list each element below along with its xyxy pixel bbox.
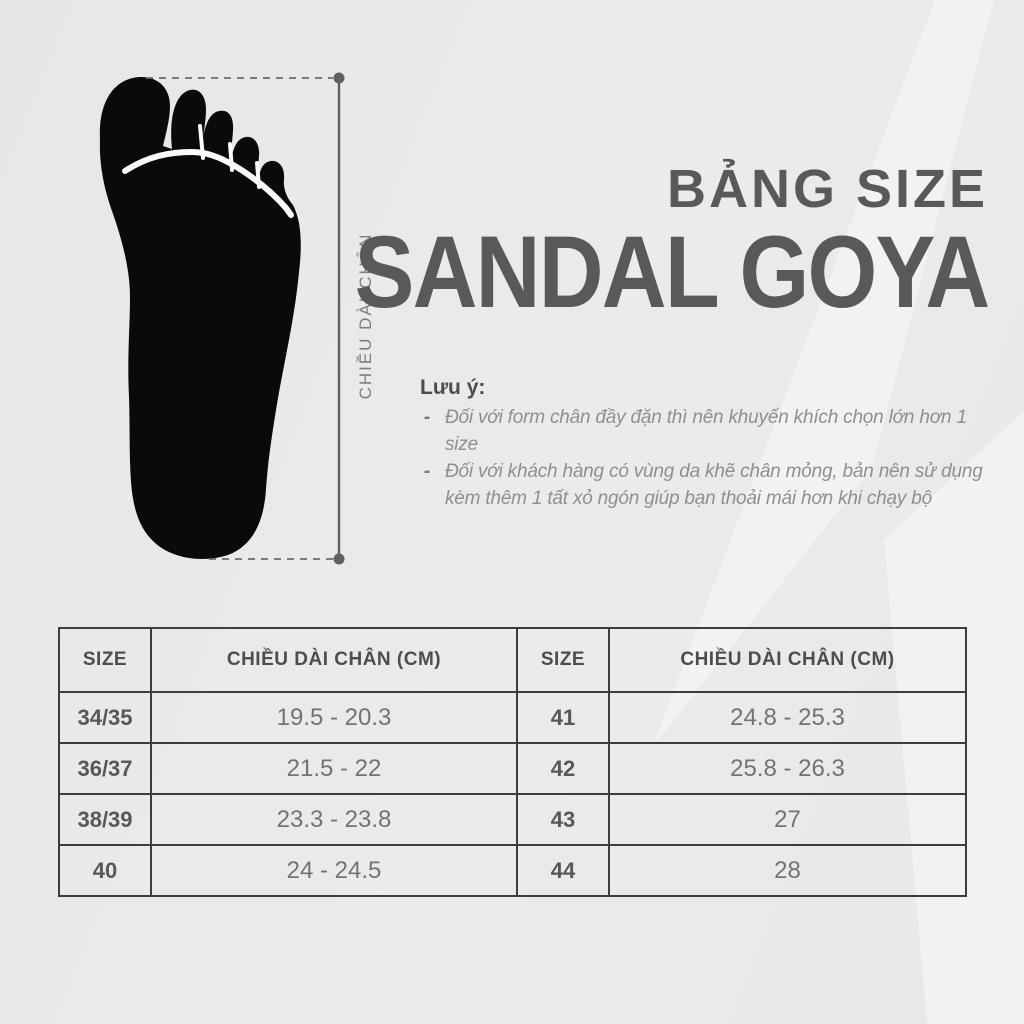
- toe-separator-curve: [122, 148, 294, 218]
- table-row: 34/35 19.5 - 20.3 41 24.8 - 25.3: [58, 691, 967, 744]
- table-row: 38/39 23.3 - 23.8 43 27: [58, 793, 967, 846]
- header: BẢNG SIZE SANDAL GOYA: [268, 159, 990, 330]
- bullet-dash: -: [423, 407, 431, 428]
- length-cell: 19.5 - 20.3: [150, 691, 518, 744]
- table-header-row: SIZE CHIỀU DÀI CHÂN (CM) SIZE CHIỀU DÀI …: [58, 627, 967, 693]
- toe-separator-slits: [198, 124, 261, 189]
- size-cell: 40: [58, 844, 152, 897]
- length-cell: 25.8 - 26.3: [608, 742, 967, 795]
- size-cell: 44: [516, 844, 610, 897]
- length-cell: 21.5 - 22: [150, 742, 518, 795]
- length-cell: 28: [608, 844, 967, 897]
- foot-sole-shape: [99, 76, 301, 559]
- note-text: Đối với khách hàng có vùng da khẽ chân m…: [445, 460, 983, 509]
- length-cell: 23.3 - 23.8: [150, 793, 518, 846]
- page-title-small: BẢNG SIZE: [666, 159, 988, 219]
- size-cell: 34/35: [58, 691, 152, 744]
- size-cell: 42: [516, 742, 610, 795]
- table-header-cell: CHIỀU DÀI CHÂN (CM): [608, 627, 967, 693]
- note-text: Đối với form chân đầy đặn thì nên khuyến…: [445, 407, 967, 455]
- table-header-cell: CHIỀU DÀI CHÂN (CM): [150, 627, 518, 693]
- size-table: SIZE CHIỀU DÀI CHÂN (CM) SIZE CHIỀU DÀI …: [58, 627, 967, 897]
- note-item: - Đối với khách hàng có vùng da khẽ chân…: [420, 459, 990, 513]
- length-cell: 24.8 - 25.3: [608, 691, 967, 744]
- length-cell: 27: [608, 793, 967, 846]
- size-cell: 38/39: [58, 793, 152, 846]
- page-title-large: SANDAL GOYA: [353, 215, 990, 330]
- table-row: 36/37 21.5 - 22 42 25.8 - 26.3: [58, 742, 967, 795]
- size-cell: 36/37: [58, 742, 152, 795]
- notes-label: Lưu ý:: [420, 376, 486, 399]
- length-cell: 24 - 24.5: [150, 844, 518, 897]
- size-cell: 41: [516, 691, 610, 744]
- bullet-dash: -: [423, 460, 431, 482]
- table-row: 40 24 - 24.5 44 28: [58, 844, 967, 897]
- note-item: - Đối với form chân đầy đặn thì nên khuy…: [420, 405, 990, 459]
- measurement-line: [146, 72, 345, 565]
- footprint-illustration: [99, 72, 345, 565]
- size-cell: 43: [516, 793, 610, 846]
- notes-section: Lưu ý: - Đối với form chân đầy đặn thì n…: [420, 376, 990, 513]
- table-header-cell: SIZE: [58, 627, 152, 693]
- table-header-cell: SIZE: [516, 627, 610, 693]
